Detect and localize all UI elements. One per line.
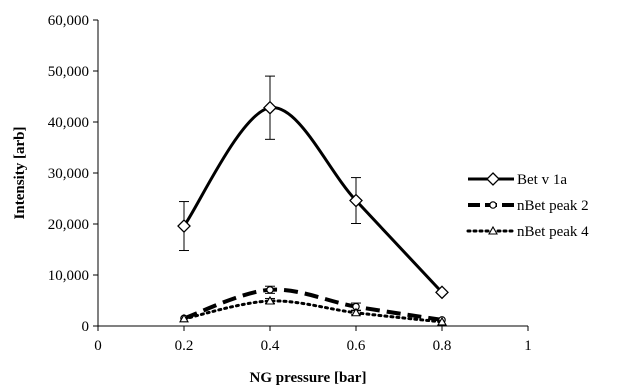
data-point-diamond xyxy=(435,285,449,300)
series-line xyxy=(182,299,444,324)
legend-marker xyxy=(488,225,498,235)
data-point-circle xyxy=(266,285,274,294)
data-point-diamond xyxy=(177,219,191,233)
y-ticks: 0 10,000 20,000 30,000 40,000 50,000 60,000 xyxy=(48,13,98,335)
y-tick-label: 20,000 xyxy=(48,217,89,233)
data-point-triangle xyxy=(265,295,275,305)
x-tick-label: 0.6 xyxy=(347,338,366,354)
series-layer xyxy=(177,75,449,326)
legend: Bet v 1a nBet peak 2 nBet peak 4 xyxy=(466,172,589,240)
data-point-triangle xyxy=(179,313,189,323)
series-1 xyxy=(177,75,449,300)
axes xyxy=(97,20,528,327)
legend-item: nBet peak 2 xyxy=(468,198,589,214)
legend-label: nBet peak 4 xyxy=(517,224,589,240)
legend-item: Bet v 1a xyxy=(468,172,567,188)
data-point-diamond xyxy=(349,193,363,208)
legend-marker xyxy=(486,172,500,186)
x-axis-title: NG pressure [bar] xyxy=(250,370,367,386)
y-tick-label: 50,000 xyxy=(48,64,89,80)
y-axis-title: Intensity [arb] xyxy=(12,127,28,220)
y-tick-label: 30,000 xyxy=(48,166,89,182)
y-tick-label: 0 xyxy=(82,319,90,335)
legend-label: Bet v 1a xyxy=(517,172,567,188)
y-tick-label: 40,000 xyxy=(48,115,89,131)
x-tick-label: 1 xyxy=(524,338,532,354)
series-line xyxy=(183,287,443,322)
legend-label: nBet peak 2 xyxy=(517,198,589,214)
x-ticks: 0 0.2 0.4 0.6 0.8 1 xyxy=(94,326,532,354)
y-tick-label: 10,000 xyxy=(48,268,89,284)
x-tick-label: 0.4 xyxy=(261,338,280,354)
legend-marker xyxy=(489,201,497,209)
x-tick-label: 0 xyxy=(94,338,102,354)
y-tick-label: 60,000 xyxy=(48,13,89,29)
data-point-triangle xyxy=(351,307,361,317)
x-tick-label: 0.8 xyxy=(433,338,452,354)
x-tick-label: 0.2 xyxy=(175,338,194,354)
legend-item: nBet peak 4 xyxy=(466,224,589,240)
series-line xyxy=(182,106,444,294)
data-point-diamond xyxy=(263,100,277,115)
data-point-triangle xyxy=(437,316,447,326)
series-3 xyxy=(179,295,447,326)
